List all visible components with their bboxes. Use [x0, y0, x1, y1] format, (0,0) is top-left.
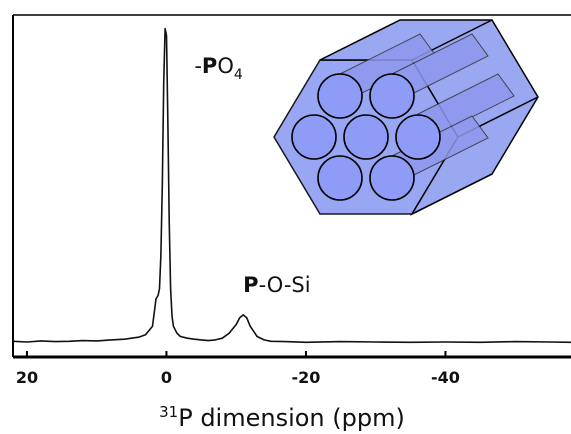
x-tick-label: -40: [431, 368, 460, 387]
annotation-part: O: [217, 54, 234, 78]
annotation-part: P: [202, 54, 217, 78]
annotation-part: P: [243, 273, 258, 297]
x-tick-label: 20: [16, 368, 38, 387]
x-axis-label: 31P dimension (ppm): [159, 403, 405, 432]
x-tick-label: 0: [161, 368, 172, 387]
x-tick-label: -20: [291, 368, 320, 387]
annotation: P-O-Si: [243, 273, 310, 297]
annotation-part: -O-Si: [259, 273, 311, 297]
annotation-part: 4: [234, 67, 243, 83]
x-axis-label-sup: 31: [159, 403, 178, 421]
x-axis-label-text: P dimension (ppm): [178, 404, 405, 432]
pore-illustration: [273, 19, 539, 216]
annotation-part: -: [194, 54, 202, 78]
spectrum-line: [12, 27, 571, 344]
annotation: -PO4: [194, 54, 243, 83]
